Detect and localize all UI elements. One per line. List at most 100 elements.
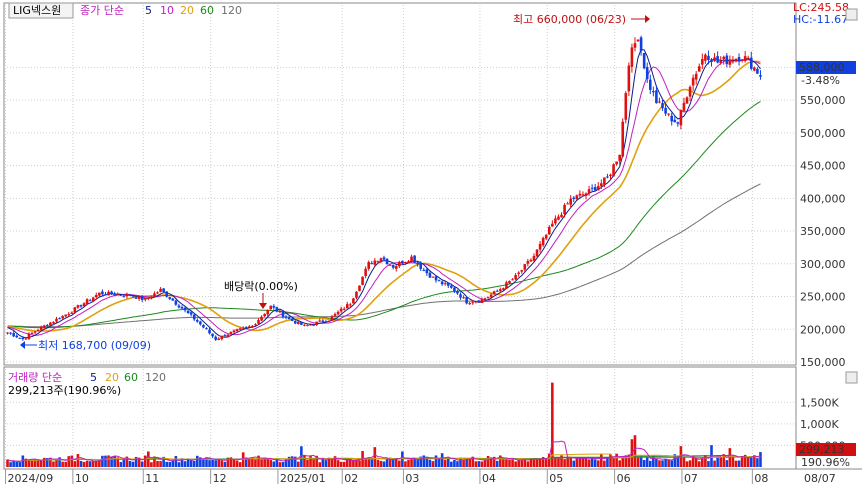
candle-body (385, 258, 389, 264)
candle-body (664, 107, 667, 114)
volume-bar (183, 461, 187, 467)
candle-body (180, 307, 184, 309)
x-tick-label: 02 (344, 472, 358, 485)
volume-scroll-button[interactable] (845, 371, 858, 384)
volume-bar (642, 460, 646, 467)
current-volume-pct: 190.96% (801, 456, 850, 469)
volume-bar (125, 456, 129, 467)
candle-body (630, 47, 634, 67)
legend-ma5: 5 (145, 4, 152, 17)
volume-bar (303, 455, 306, 467)
hc-readout: HC:-11.67 (793, 13, 848, 26)
candle-body (321, 320, 325, 322)
volume-bar (394, 457, 398, 467)
candle-body (15, 335, 19, 338)
candle-body (575, 195, 579, 200)
volume-bar (318, 462, 322, 467)
volume-bar (58, 457, 61, 467)
volume-bar (98, 460, 101, 467)
scroll-up-button[interactable] (845, 8, 858, 21)
volume-bar (110, 457, 113, 467)
current-price-label: 588,000 (799, 61, 845, 74)
volume-bar (719, 456, 722, 467)
volume-bar (312, 459, 315, 467)
volume-bar (731, 456, 735, 467)
volume-bar (410, 459, 413, 467)
volume-bar (694, 456, 698, 467)
candle-body (719, 60, 722, 64)
volume-bar (251, 457, 254, 467)
candle-body (223, 335, 227, 337)
candle-body (272, 305, 276, 308)
candle-body (434, 276, 438, 281)
candle-body (652, 91, 655, 93)
candle-body (300, 322, 303, 325)
volume-bar (419, 456, 423, 467)
candle-body (413, 255, 416, 263)
candle-body (24, 338, 28, 340)
stock-name: LIG넥스원 (13, 4, 61, 17)
candle-body (679, 109, 683, 126)
volume-bar (321, 459, 325, 467)
candle-body (140, 296, 144, 300)
volume-bar (235, 460, 239, 467)
candle-body (104, 294, 107, 296)
candle-body (557, 216, 560, 220)
candle-body (33, 331, 37, 333)
candle-body (584, 193, 588, 196)
candle-body (46, 325, 49, 327)
candle-body (731, 61, 735, 63)
volume-bar (725, 460, 729, 467)
volume-bar (499, 455, 502, 467)
volume-bar (61, 461, 64, 467)
candle-body (382, 257, 386, 260)
volume-bar (281, 462, 285, 467)
candle-body (541, 237, 545, 246)
candle-body (670, 115, 674, 122)
candle-body (517, 272, 520, 274)
volume-bar (220, 460, 224, 467)
candle-body (349, 304, 352, 306)
volume-bar (661, 460, 664, 467)
volume-bar (232, 459, 236, 467)
candle-body (67, 314, 71, 316)
candle-body (633, 43, 637, 48)
candle-body (312, 324, 315, 326)
candle-body (749, 57, 753, 69)
current-price-change: -3.48% (801, 74, 840, 87)
volume-bar (734, 460, 738, 467)
candle-body (529, 259, 533, 262)
volume-bar (468, 458, 472, 467)
candle-body (162, 288, 165, 292)
candle-body (753, 67, 756, 71)
candle-body (122, 296, 126, 298)
volume-bar (514, 461, 517, 467)
volume-bar (639, 456, 643, 467)
candle-body (303, 324, 306, 326)
candle-body (710, 59, 713, 62)
volume-bar (437, 458, 441, 467)
low-arrow-head (20, 341, 25, 349)
lc-readout: LC:245.58 (793, 1, 849, 14)
volume-bar (73, 461, 77, 467)
volume-bar (606, 456, 609, 467)
candle-body (165, 291, 168, 297)
stock-name-box[interactable] (8, 2, 74, 19)
volume-bar (416, 459, 419, 467)
volume-bar (30, 460, 34, 467)
volume-bar (618, 460, 621, 467)
candle-body (113, 293, 116, 296)
volume-bar (658, 460, 661, 467)
vol-legend-ma60: 60 (124, 371, 138, 384)
volume-bar (603, 460, 606, 467)
candle-body (12, 333, 15, 337)
candle-body (64, 314, 67, 317)
volume-bar (260, 459, 263, 467)
volume-bar (49, 457, 52, 467)
candle-body (407, 261, 410, 264)
volume-bar (373, 447, 377, 467)
candle-body (101, 291, 104, 295)
candle-body (352, 298, 355, 304)
candle-body (137, 296, 141, 299)
candle-body (150, 296, 153, 299)
